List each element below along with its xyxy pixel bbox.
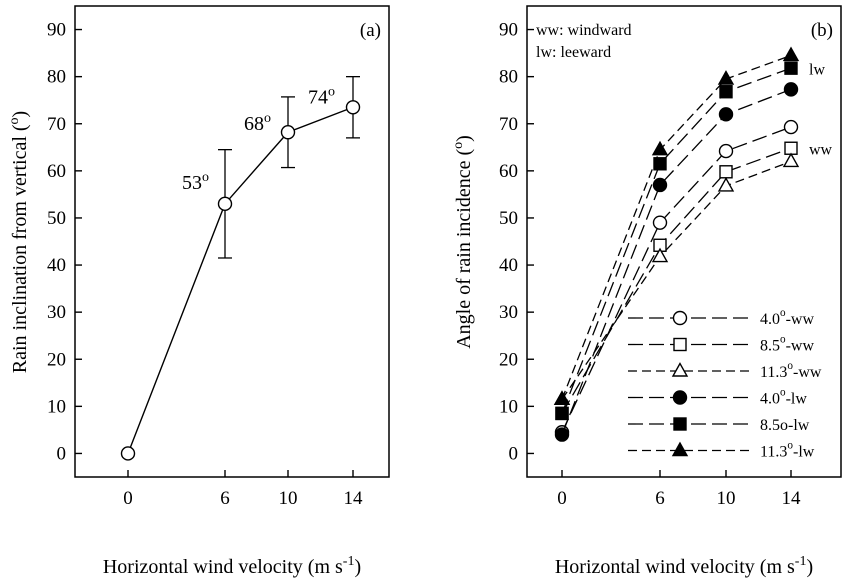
- x-tick-label: 10: [279, 488, 298, 509]
- y-tick-label: 90: [47, 20, 66, 41]
- series-line: [561, 54, 792, 400]
- x-axis-label: Horizontal wind velocity (m s-1): [555, 554, 813, 578]
- y-tick-label: 80: [499, 67, 518, 88]
- legend-marker: [672, 310, 688, 326]
- data-point: [784, 141, 798, 155]
- y-tick-label: 50: [47, 208, 66, 229]
- x-tick-label: 6: [655, 488, 665, 509]
- legend-label: 8.5o-ww: [760, 334, 814, 355]
- data-point: [719, 85, 733, 99]
- series-line: [561, 88, 792, 435]
- data-point: [217, 196, 233, 212]
- plot-frame: [526, 5, 842, 478]
- note-text: ww: windward: [536, 22, 632, 39]
- data-point: [120, 446, 136, 461]
- y-tick-label: 20: [499, 349, 518, 370]
- data-point: [652, 215, 668, 230]
- legend-label: 8.5o-lw: [760, 417, 810, 434]
- data-point: [718, 107, 734, 122]
- x-tick-label: 6: [220, 488, 230, 509]
- data-series: [553, 46, 800, 405]
- data-point: [782, 46, 800, 62]
- data-point: [345, 100, 361, 115]
- legend: 4.0o-ww 8.5o-ww 11.3o-ww 4.0o-lw 8.5o-lw 11.3…: [628, 307, 822, 461]
- legend-label: 11.3o-ww: [760, 360, 822, 381]
- y-tick-label: 30: [47, 302, 66, 323]
- y-tick-label: 20: [47, 349, 66, 370]
- y-tick-label: 0: [57, 443, 67, 464]
- legend-label: 4.0o-lw: [760, 387, 807, 408]
- chart-panel-a: 0 10 20 30 40 50 60 70 80 90 0 6 10 14 Horizontal wind…: [7, 5, 390, 578]
- data-point: [651, 247, 669, 263]
- data-point: [783, 82, 799, 97]
- panel-label: (a): [360, 20, 381, 41]
- data-point: [554, 427, 570, 442]
- data-label: 53o: [182, 170, 209, 194]
- y-tick-label: 70: [47, 114, 66, 135]
- data-series: [554, 82, 799, 442]
- series-line: [561, 147, 792, 414]
- x-tick-label: 14: [344, 488, 364, 509]
- data-point: [783, 119, 799, 135]
- data-label: 74o: [308, 84, 335, 108]
- legend-label: 4.0o-ww: [760, 307, 814, 328]
- y-axis-label: Rain inclination from vertical (o): [7, 111, 31, 373]
- data-point: [553, 390, 571, 405]
- series-line: [561, 67, 792, 414]
- note-text: lw: leeward: [536, 44, 611, 61]
- panel-label: (b): [811, 20, 833, 41]
- legend-marker: [672, 390, 688, 405]
- legend-marker: [673, 417, 687, 431]
- data-point: [719, 165, 733, 179]
- series-line: [561, 160, 792, 400]
- end-label: lw: [809, 62, 825, 79]
- data-point: [555, 406, 569, 421]
- y-tick-label: 60: [47, 161, 66, 182]
- legend-marker: [673, 337, 687, 352]
- series-line: [561, 126, 792, 433]
- data-point: [651, 140, 669, 156]
- y-tick-label: 10: [499, 396, 518, 417]
- series-line: [127, 106, 354, 454]
- data-point: [280, 125, 296, 140]
- data-point: [784, 61, 798, 75]
- y-tick-label: 70: [499, 114, 518, 135]
- data-point: [717, 176, 735, 192]
- end-label: ww: [809, 142, 833, 159]
- y-tick-label: 90: [499, 20, 518, 41]
- y-tick-label: 60: [499, 161, 518, 182]
- y-tick-label: 0: [509, 443, 519, 464]
- data-series: [555, 61, 798, 421]
- legend-label: 11.3o-lw: [760, 440, 815, 461]
- x-axis-label: Horizontal wind velocity (m s-1): [103, 554, 361, 578]
- x-tick-label: 0: [557, 488, 567, 509]
- data-point: [782, 152, 800, 168]
- legend-marker: [671, 362, 689, 377]
- chart-panel-b: 0 10 20 30 40 50 60 70 80 90 0 6 10 14 Horizontal wind…: [451, 5, 842, 578]
- y-tick-label: 50: [499, 208, 518, 229]
- data-label: 68o: [244, 111, 271, 135]
- y-tick-label: 40: [47, 255, 66, 276]
- y-tick-label: 10: [47, 396, 66, 417]
- data-point: [718, 143, 734, 159]
- x-tick-label: 14: [782, 488, 802, 509]
- y-axis-label: Angle of rain incidence (o): [451, 135, 475, 349]
- legend-marker: [671, 441, 689, 457]
- x-tick-label: 10: [717, 488, 736, 509]
- data-point: [652, 177, 668, 193]
- plot-frame: [74, 5, 390, 478]
- data-point: [717, 70, 735, 85]
- x-tick-label: 0: [123, 488, 133, 509]
- y-tick-label: 40: [499, 255, 518, 276]
- y-tick-label: 30: [499, 302, 518, 323]
- y-tick-label: 80: [47, 67, 66, 88]
